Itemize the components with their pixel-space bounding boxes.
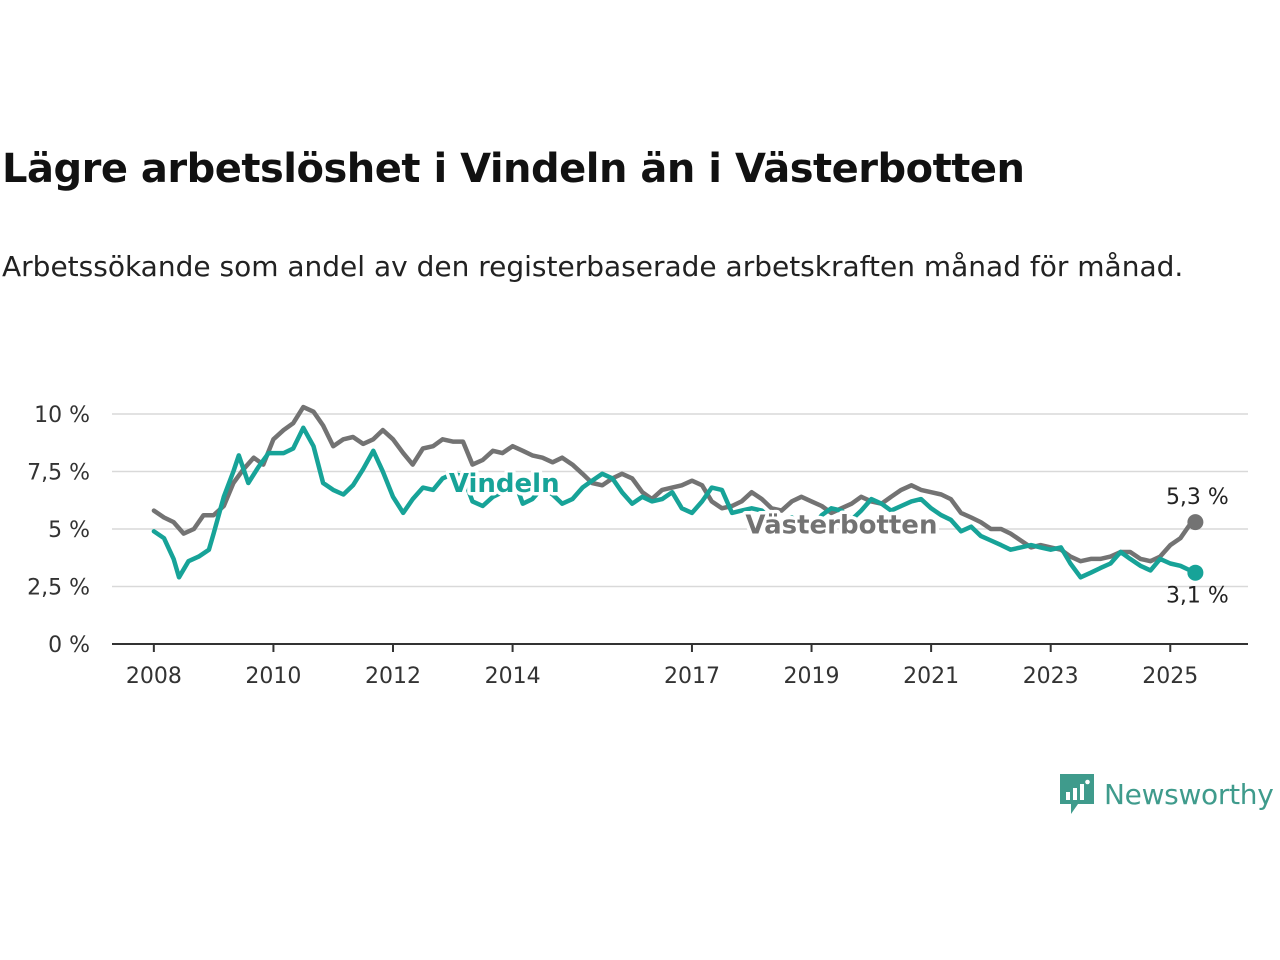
newsworthy-logo-icon — [1060, 774, 1094, 814]
y-axis-ticks: 0 % 2,5 % 5 % 7,5 % 10 % — [27, 403, 90, 658]
x-tick-label: 2021 — [903, 664, 959, 689]
y-tick-label: 7,5 % — [27, 461, 90, 486]
line-chart: 0 % 2,5 % 5 % 7,5 % 10 % 2008 2010 2012 2014 201… — [27, 403, 1248, 689]
y-tick-label: 5 % — [48, 518, 90, 543]
series-end-point — [1187, 514, 1204, 531]
x-tick-label: 2023 — [1023, 664, 1079, 689]
series-end-point — [1187, 564, 1204, 581]
series-line-1 — [151, 425, 1198, 580]
x-tick-label: 2014 — [485, 664, 541, 689]
x-tick-label: 2019 — [784, 664, 840, 689]
brand-name: Newsworthy — [1104, 777, 1274, 811]
series-labels: 5,3 % 3,1 % Västerbotten Vindeln — [445, 466, 1229, 609]
y-tick-label: 10 % — [34, 403, 90, 428]
series-lines — [151, 404, 1204, 581]
x-axis: 2008 2010 2012 2014 2017 2019 2021 2023 2025 — [112, 643, 1248, 689]
x-tick-label: 2008 — [126, 664, 182, 689]
y-tick-label: 0 % — [48, 633, 90, 658]
x-tick-label: 2017 — [664, 664, 720, 689]
x-tick-label: 2012 — [365, 664, 421, 689]
x-tick-label: 2010 — [245, 664, 301, 689]
series-end-label: 3,1 % — [1166, 584, 1229, 609]
series-name-label: Västerbotten — [745, 510, 937, 540]
x-tick-label: 2025 — [1142, 664, 1198, 689]
newsworthy-logo: Newsworthy — [1058, 772, 1274, 816]
series-end-label: 5,3 % — [1166, 485, 1229, 510]
chart-subtitle: Arbetssökande som andel av den registerb… — [2, 250, 1184, 283]
series-name-label: Vindeln — [449, 469, 560, 499]
chart-title: Lägre arbetslöshet i Vindeln än i Väster… — [2, 146, 1025, 192]
series-line-0 — [151, 404, 1198, 564]
y-tick-label: 2,5 % — [27, 576, 90, 601]
